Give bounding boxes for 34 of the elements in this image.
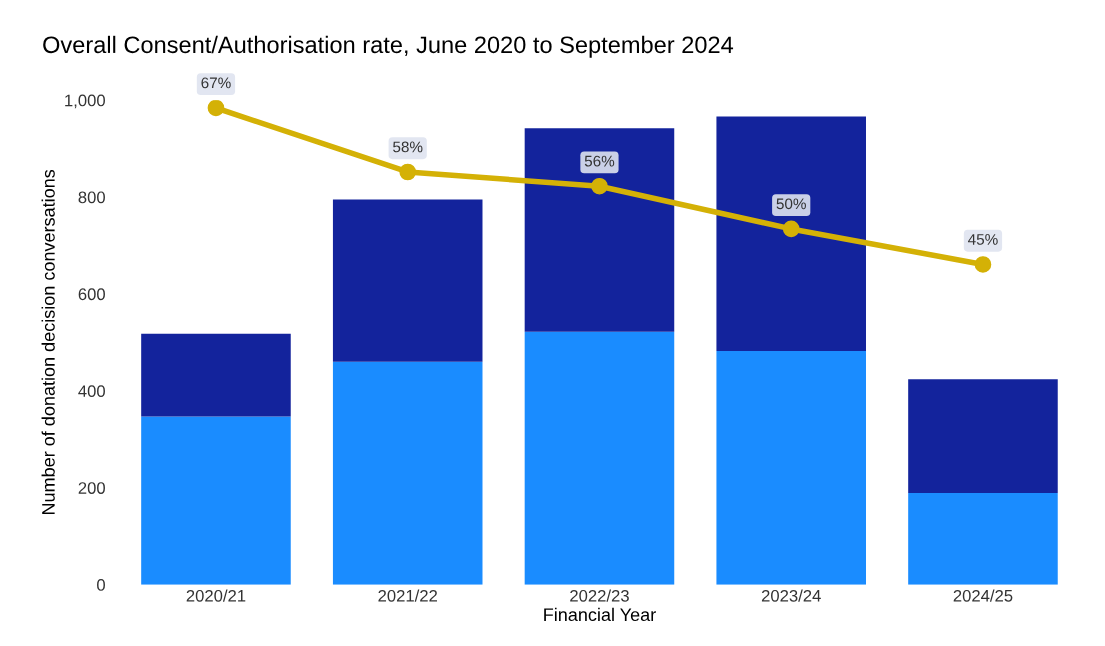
bar [141, 333, 291, 417]
y-tick-label: 1,000 [65, 94, 105, 109]
point [782, 220, 800, 238]
point [399, 163, 417, 181]
x-axis-title: Financial Year [544, 607, 656, 622]
point [974, 256, 992, 273]
data-label: 67% [201, 77, 231, 89]
y-tick-label: 800 [78, 191, 105, 204]
chart-title: Overall Consent/Authorisation rate, June 2020 to September 2024 [43, 35, 734, 58]
bar [524, 128, 675, 332]
bar [332, 199, 483, 362]
x-tick-label: 2024/25 [953, 589, 1013, 602]
y-axis-title: Number of donation decision conversations [41, 169, 55, 515]
y-tick-label: 600 [78, 288, 105, 301]
x-tick-label: 2022/23 [570, 589, 629, 602]
bar [141, 416, 291, 585]
bar [332, 361, 483, 585]
bar [908, 493, 1058, 585]
y-tick-label: 0 [97, 579, 105, 591]
bar [716, 351, 866, 585]
y-tick-label: 400 [78, 385, 105, 398]
data-label: 58% [393, 141, 423, 153]
y-tick-label: 200 [78, 482, 105, 494]
x-tick-label: 2023/24 [761, 589, 821, 602]
data-label: 45% [968, 234, 998, 245]
data-label: 56% [584, 155, 615, 167]
x-tick-label: 2020/21 [186, 589, 246, 602]
bar [716, 116, 866, 352]
bar [524, 331, 675, 585]
point [591, 177, 608, 195]
x-tick-label: 2021/22 [378, 589, 437, 602]
bar [908, 379, 1058, 494]
point [207, 100, 225, 117]
data-label: 50% [776, 198, 806, 210]
